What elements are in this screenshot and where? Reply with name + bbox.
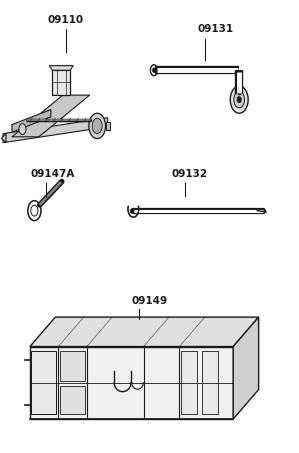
Circle shape bbox=[31, 205, 38, 216]
Circle shape bbox=[152, 68, 155, 72]
Polygon shape bbox=[52, 70, 70, 95]
Polygon shape bbox=[202, 351, 218, 414]
Polygon shape bbox=[60, 386, 85, 414]
Polygon shape bbox=[49, 66, 73, 70]
Text: 09147A: 09147A bbox=[30, 169, 74, 179]
Text: 09149: 09149 bbox=[132, 296, 167, 306]
Circle shape bbox=[150, 65, 158, 76]
Circle shape bbox=[237, 96, 241, 103]
Polygon shape bbox=[30, 347, 233, 419]
Circle shape bbox=[19, 124, 26, 135]
Circle shape bbox=[234, 92, 245, 108]
Polygon shape bbox=[181, 351, 197, 414]
Polygon shape bbox=[12, 95, 90, 137]
Polygon shape bbox=[60, 351, 85, 381]
Circle shape bbox=[92, 118, 102, 134]
Circle shape bbox=[28, 201, 41, 221]
Polygon shape bbox=[1, 134, 6, 143]
Polygon shape bbox=[31, 351, 56, 414]
Text: 09132: 09132 bbox=[172, 169, 208, 179]
Polygon shape bbox=[233, 317, 259, 419]
Text: 09131: 09131 bbox=[197, 24, 233, 34]
Polygon shape bbox=[3, 118, 108, 143]
Circle shape bbox=[230, 86, 248, 113]
Text: 09110: 09110 bbox=[48, 15, 84, 25]
Polygon shape bbox=[30, 317, 259, 347]
Polygon shape bbox=[12, 110, 51, 132]
Circle shape bbox=[89, 113, 106, 139]
Polygon shape bbox=[106, 122, 110, 130]
